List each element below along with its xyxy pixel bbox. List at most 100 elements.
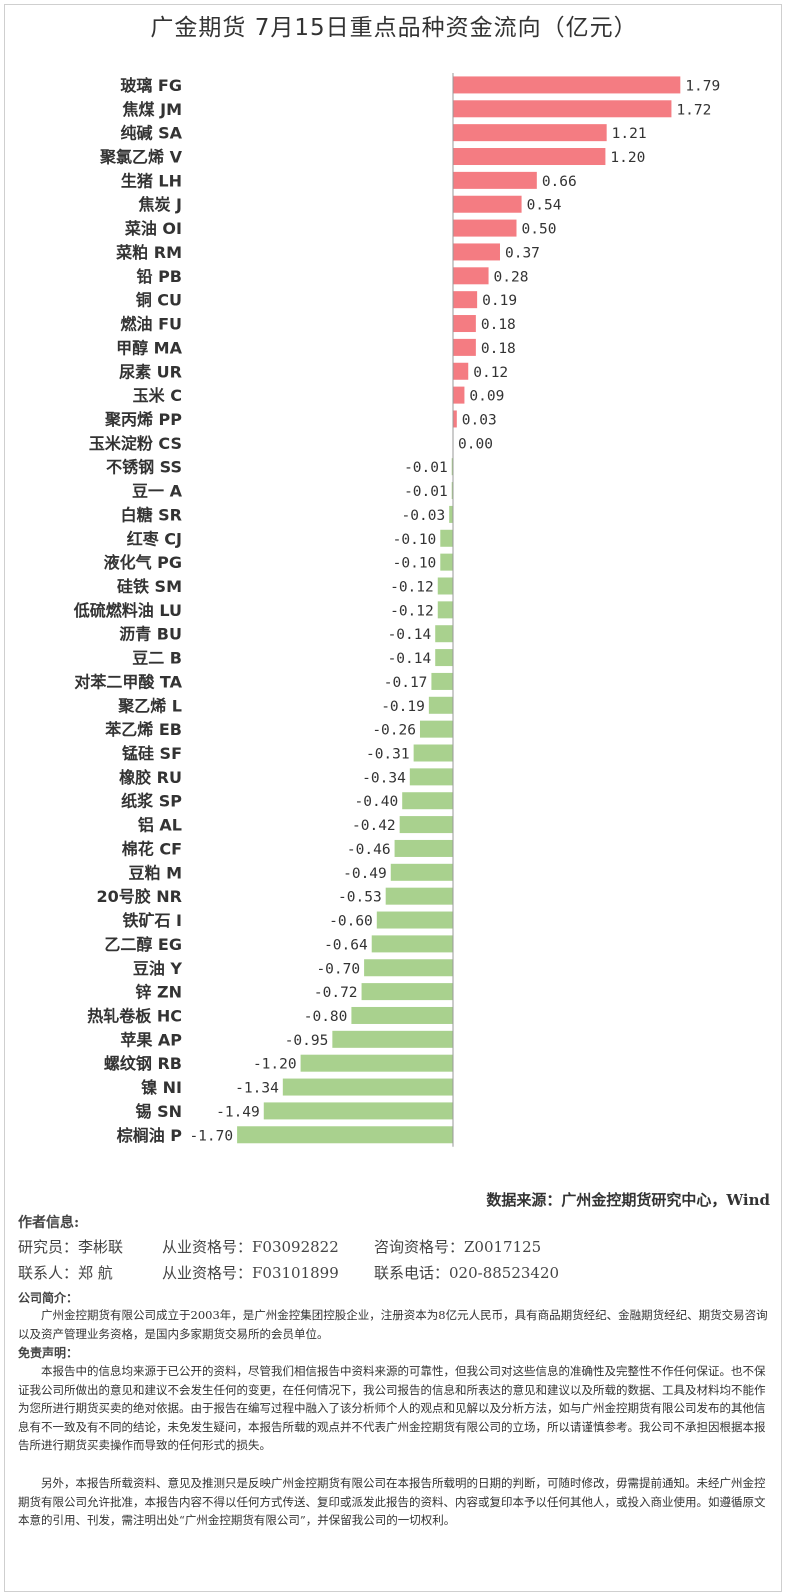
bar (453, 315, 476, 333)
category-label: 豆一 A (132, 482, 183, 501)
data-label: -0.46 (347, 842, 391, 858)
bar (453, 291, 478, 309)
bar (453, 362, 469, 380)
bar (332, 1030, 453, 1048)
category-label: 生猪 LH (121, 171, 182, 190)
category-label: 镍 NI (141, 1078, 182, 1097)
bar (263, 1102, 453, 1120)
data-label: -0.80 (304, 1009, 348, 1025)
category-label: 红枣 CJ (127, 529, 182, 548)
company-heading: 公司简介： (18, 1291, 79, 1305)
data-label: 1.21 (612, 126, 647, 142)
data-label: 0.66 (542, 174, 577, 190)
data-label: -1.20 (253, 1057, 297, 1073)
data-label: -0.17 (384, 675, 428, 691)
data-label: 0.54 (527, 198, 562, 214)
bar (453, 219, 517, 237)
data-label: 0.18 (481, 317, 516, 333)
contact-cert: 从业资格号：F03101899 (162, 1264, 339, 1282)
data-label: -0.10 (393, 532, 437, 548)
data-label: -1.34 (235, 1081, 279, 1097)
bar (449, 505, 453, 523)
bar (451, 458, 453, 476)
bar (437, 577, 453, 595)
data-label: -0.14 (388, 627, 432, 643)
bar (453, 148, 606, 166)
data-label: -0.60 (329, 914, 373, 930)
category-label: 螺纹钢 RB (104, 1054, 182, 1073)
bar (385, 887, 453, 905)
bar (282, 1078, 453, 1096)
bar (394, 839, 453, 857)
researcher-consult: 咨询资格号：Z0017125 (374, 1238, 542, 1256)
data-label: 0.28 (494, 269, 529, 285)
category-label: 低硫燃料油 LU (73, 601, 182, 620)
chart-title: 广金期货 7月15日重点品种资金流向（亿元） (150, 15, 638, 41)
bar (431, 672, 453, 690)
author-heading: 作者信息: (18, 1215, 80, 1231)
bar (390, 863, 453, 881)
category-label: 豆二 B (132, 649, 182, 668)
data-label: 0.19 (482, 293, 517, 309)
bar (300, 1054, 453, 1072)
category-label: 尿素 UR (119, 362, 182, 381)
category-label: 甲醇 MA (116, 338, 182, 357)
category-label: 不锈钢 SS (106, 458, 182, 477)
category-label: 铝 AL (138, 816, 182, 835)
bar (351, 1006, 453, 1024)
category-label: 锡 SN (136, 1102, 183, 1121)
bar (453, 338, 476, 356)
bar (451, 482, 453, 500)
data-label: 1.79 (685, 78, 720, 94)
bar (237, 1126, 453, 1144)
category-label: 玉米 C (133, 386, 182, 405)
bar (399, 816, 453, 834)
data-label: 0.12 (473, 365, 508, 381)
data-label: -0.64 (324, 937, 368, 953)
category-label: 20号胶 NR (96, 887, 182, 906)
bar (371, 935, 453, 953)
researcher-cert: 从业资格号：F03092822 (162, 1238, 339, 1256)
data-label: -0.10 (393, 556, 437, 572)
data-label: -0.72 (314, 985, 358, 1001)
category-label: 沥青 BU (119, 625, 182, 644)
data-label: -1.49 (216, 1104, 260, 1120)
bar (440, 529, 453, 547)
data-label: 0.18 (481, 341, 516, 357)
data-label: 0.37 (505, 245, 540, 261)
data-label: -0.01 (404, 484, 448, 500)
researcher-name: 研究员：李彬联 (18, 1238, 124, 1256)
data-label: -0.53 (338, 890, 382, 906)
data-label: -0.12 (390, 603, 434, 619)
bar (453, 243, 500, 261)
data-label: -0.40 (355, 794, 399, 810)
category-label: 聚丙烯 PP (104, 410, 182, 429)
category-label: 硅铁 SM (117, 577, 182, 596)
bar (361, 983, 453, 1001)
data-label: -0.12 (390, 579, 434, 595)
bar (453, 124, 607, 142)
bar (440, 553, 453, 571)
bar (376, 911, 453, 929)
category-label: 锌 ZN (135, 983, 182, 1002)
category-label: 纯碱 SA (121, 124, 183, 143)
bar (413, 744, 453, 762)
category-label: 苹果 AP (120, 1030, 182, 1049)
category-label: 苯乙烯 EB (104, 720, 182, 739)
category-label: 豆油 Y (133, 959, 183, 978)
category-label: 焦煤 JM (122, 100, 182, 119)
data-label: 0.09 (469, 389, 504, 405)
company-text: 广州金控期货有限公司成立于2003年，是广州金控集团控股企业，注册资本为8亿元人… (18, 1308, 768, 1341)
page-frame (4, 4, 782, 1592)
category-label: 锰硅 SF (122, 744, 182, 763)
category-label: 对苯二甲酸 TA (74, 672, 182, 691)
contact-name: 联系人：郑 航 (18, 1264, 113, 1282)
data-label: 1.20 (610, 150, 645, 166)
data-label: -1.70 (189, 1128, 233, 1144)
data-label: -0.49 (343, 866, 387, 882)
data-label: -0.14 (388, 651, 432, 667)
category-label: 液化气 PG (104, 553, 182, 572)
bar (409, 768, 453, 786)
data-label: -0.26 (372, 723, 416, 739)
category-label: 玻璃 FG (120, 76, 182, 95)
